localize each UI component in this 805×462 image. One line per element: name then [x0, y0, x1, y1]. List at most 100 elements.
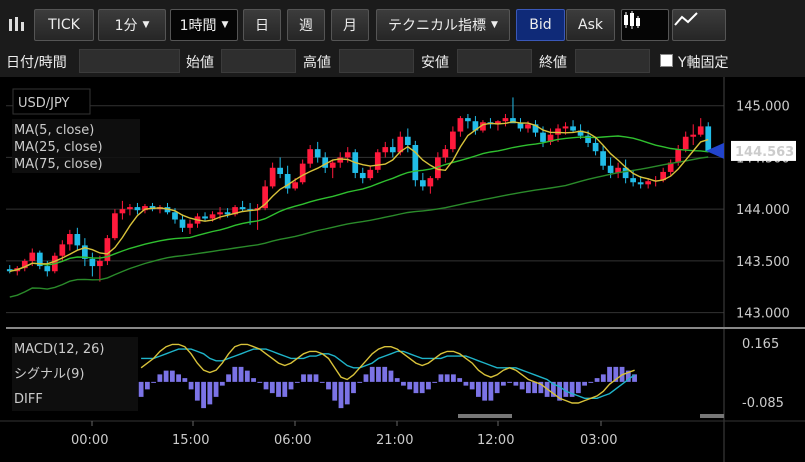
candle-body — [172, 212, 178, 220]
high-label: 高値 — [303, 55, 331, 71]
candle-body — [307, 149, 314, 164]
current-price-box — [731, 140, 796, 161]
candlestick-button[interactable] — [621, 9, 669, 41]
candle-body — [705, 126, 712, 152]
diff-bar — [625, 370, 631, 382]
diff-bar — [582, 381, 587, 386]
candle-body — [292, 182, 299, 189]
month-button[interactable]: 月 — [331, 9, 369, 41]
diff-bar — [251, 378, 256, 382]
price-chart[interactable]: 145.000144.500144.000143.500143.000USD/J… — [0, 77, 805, 462]
candle-body — [74, 234, 81, 246]
diff-bar — [457, 378, 463, 382]
price-tick-label: 143.500 — [736, 255, 790, 270]
diff-bar — [282, 381, 288, 397]
chart-area[interactable]: 145.000144.500144.000143.500143.000USD/J… — [0, 77, 805, 462]
line-chart-button[interactable] — [672, 9, 726, 41]
candle-body — [367, 169, 374, 179]
candle-body — [517, 123, 524, 129]
time-tick-label: 15:00 — [172, 433, 209, 448]
diff-bar — [338, 381, 344, 409]
candle-body — [442, 149, 449, 158]
candle-body — [59, 244, 66, 256]
diff-bar — [394, 378, 400, 382]
diff-bar — [376, 366, 381, 382]
diff-bar — [169, 370, 175, 382]
current-price-arrow — [706, 142, 724, 159]
candle-body — [690, 134, 697, 137]
macd-line — [140, 343, 635, 404]
month-label: 月 — [343, 18, 357, 34]
y-axis-fix-label: Y軸固定 — [678, 55, 729, 71]
candle-body — [29, 252, 36, 261]
diff-bar — [463, 381, 469, 386]
ma-legend-box — [12, 119, 140, 173]
y-axis-fix-checkbox[interactable] — [660, 54, 673, 67]
bid-button[interactable]: Bid — [516, 9, 565, 41]
time-tick-label: 03:00 — [580, 433, 617, 448]
candle-body — [97, 260, 103, 267]
toolbar: TICK 1分 ▼ 1時間 ▼ 日 週 月 テクニカル指標 ▼ Bid Ask — [0, 0, 805, 46]
candle-body — [202, 216, 208, 219]
symbol-box — [12, 88, 91, 115]
time-tick-label: 06:00 — [274, 433, 311, 448]
candle-body — [314, 149, 321, 158]
day-button[interactable]: 日 — [243, 9, 281, 41]
high-field[interactable] — [339, 49, 414, 73]
diff-bar — [607, 366, 612, 382]
diff-bar — [244, 370, 250, 382]
price-tick-label: 144.000 — [736, 203, 790, 218]
diff-bar — [532, 381, 538, 394]
diff-bar — [419, 381, 425, 394]
candle-body — [82, 245, 88, 259]
diff-bar — [163, 370, 169, 382]
diff-bar — [263, 381, 269, 390]
diff-bar — [182, 378, 188, 382]
diff-bar — [232, 366, 238, 382]
candlestick-icon — [624, 11, 640, 29]
open-field[interactable] — [221, 49, 296, 73]
diff-bar — [288, 381, 294, 390]
candle-body — [269, 167, 276, 187]
close-field[interactable] — [575, 49, 650, 73]
candle-body — [262, 186, 268, 209]
diff-bar — [500, 381, 506, 386]
close-label: 終値 — [539, 55, 567, 71]
ask-button[interactable]: Ask — [566, 9, 615, 41]
candle-body — [374, 152, 381, 170]
macd-legend-entry: シグナル(9) — [14, 367, 84, 382]
candle-body — [209, 214, 216, 219]
datetime-field[interactable] — [79, 49, 180, 73]
diff-bar — [257, 381, 263, 383]
candle-body — [134, 207, 141, 211]
candle-body — [667, 162, 674, 172]
diff-bar — [363, 374, 369, 382]
chevron-down-icon: ▼ — [491, 20, 498, 30]
one-minute-dropdown[interactable]: 1分 ▼ — [98, 9, 166, 41]
diff-bar — [613, 366, 619, 382]
candle-body — [382, 147, 389, 153]
diff-bar — [563, 381, 569, 397]
low-label: 安値 — [421, 55, 449, 71]
diff-bar — [550, 381, 556, 397]
diff-bar — [488, 381, 494, 401]
macd-tick-label: 0.165 — [742, 337, 779, 352]
candle-body — [344, 152, 351, 158]
current-price-label: 144.563 — [735, 145, 794, 160]
technical-indicator-dropdown[interactable]: テクニカル指標 ▼ — [376, 9, 510, 41]
diff-bar — [369, 366, 375, 382]
one-hour-dropdown[interactable]: 1時間 ▼ — [170, 9, 238, 41]
candle-body — [547, 134, 554, 142]
candle-body — [637, 182, 644, 185]
chart-type-mini-icon[interactable] — [7, 16, 25, 34]
low-field[interactable] — [457, 49, 532, 73]
week-label: 週 — [299, 18, 313, 34]
week-button[interactable]: 週 — [287, 9, 325, 41]
ma-legend-entry: MA(5, close) — [14, 123, 94, 138]
tick-button[interactable]: TICK — [34, 9, 94, 41]
diff-bar — [426, 381, 431, 390]
diff-bar — [319, 381, 325, 383]
diff-bar — [357, 381, 363, 383]
diff-bar — [213, 381, 219, 397]
diff-bar — [594, 378, 600, 382]
